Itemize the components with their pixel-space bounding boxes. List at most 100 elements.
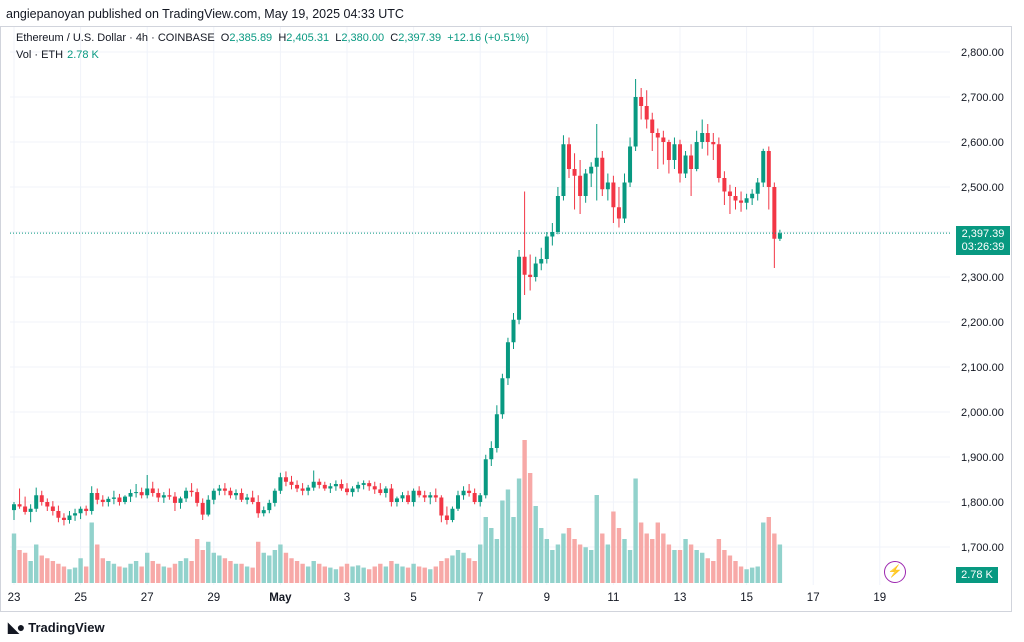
volume-bar xyxy=(727,555,733,583)
volume-bar xyxy=(45,558,50,583)
volume-bar xyxy=(150,561,155,583)
candle-body xyxy=(500,378,505,415)
volume-bar xyxy=(572,539,577,583)
candle-body xyxy=(755,182,760,194)
volume-bar xyxy=(433,566,438,583)
volume-bar xyxy=(111,563,117,583)
candle-body xyxy=(444,515,449,520)
candle-body xyxy=(689,155,694,169)
x-tick-label: 15 xyxy=(740,592,753,604)
volume-bar xyxy=(106,561,111,583)
candle-body xyxy=(711,142,716,145)
volume-bar xyxy=(145,552,150,583)
volume-bar xyxy=(516,478,522,583)
volume-bar xyxy=(666,544,672,583)
volume-bar xyxy=(422,567,427,583)
volume-bar xyxy=(100,558,105,583)
candle-body xyxy=(73,513,78,516)
volume-bar xyxy=(261,552,266,583)
ohlc-legend: Ethereum / U.S. Dollar · 4h · COINBASE O… xyxy=(16,32,529,44)
volume-bar xyxy=(650,539,655,583)
volume-bar xyxy=(633,478,638,583)
tv-logo-icon: ◣● xyxy=(8,619,25,635)
candle-body xyxy=(761,151,766,183)
candle-body xyxy=(184,490,189,499)
volume-bar xyxy=(688,544,694,583)
volume-bar xyxy=(705,558,710,583)
x-tick-label: 17 xyxy=(807,592,820,604)
candle-body xyxy=(356,484,361,489)
candle-body xyxy=(422,495,427,498)
candle-body xyxy=(178,498,183,503)
volume-bar xyxy=(527,473,533,583)
volume-bar xyxy=(611,511,616,583)
symbol-label[interactable]: Ethereum / U.S. Dollar · 4h · COINBASE xyxy=(16,32,215,44)
close-value: 2,397.39 xyxy=(398,32,442,44)
candle-body xyxy=(605,182,610,190)
candle-body xyxy=(234,493,238,496)
volume-bar xyxy=(683,539,688,583)
candle-body xyxy=(666,142,671,160)
candle-body xyxy=(123,496,127,502)
x-tick-label: 13 xyxy=(674,592,687,604)
candle-body xyxy=(339,484,344,489)
volume-bar xyxy=(67,569,72,583)
volume-bar xyxy=(439,561,444,583)
candle-body xyxy=(45,502,50,507)
volume-bar xyxy=(61,566,67,583)
volume-bar xyxy=(661,533,666,583)
volume-bar xyxy=(156,563,161,583)
candle-body xyxy=(272,490,277,503)
volume-bar xyxy=(389,561,394,583)
volume-bar xyxy=(239,563,244,583)
chart-frame xyxy=(0,26,1012,612)
candle-body xyxy=(406,495,411,502)
candle-body xyxy=(777,233,782,239)
volume-bar xyxy=(550,550,555,583)
volume-bar xyxy=(533,506,538,583)
volume-bar xyxy=(483,517,488,583)
candle-body xyxy=(211,490,216,500)
candle-body xyxy=(300,488,305,491)
candle-body xyxy=(189,490,194,493)
volume-label[interactable]: Vol · ETH xyxy=(16,49,64,61)
candle-body xyxy=(328,486,333,489)
candle-body xyxy=(533,263,538,277)
candle-body xyxy=(622,182,627,219)
candle-body xyxy=(311,481,316,488)
volume-bar xyxy=(355,565,361,583)
volume-bar xyxy=(577,544,583,583)
volume-bar xyxy=(561,533,566,583)
volume-bar xyxy=(222,558,228,583)
volume-bar xyxy=(228,561,233,583)
volume-bar xyxy=(95,544,100,583)
volume-bar xyxy=(444,558,450,583)
candle-body xyxy=(322,484,327,489)
candle-body xyxy=(561,144,566,196)
volume-bar xyxy=(178,561,183,583)
candle-body xyxy=(372,486,377,490)
volume-bar xyxy=(244,566,250,583)
volume-bar xyxy=(622,539,627,583)
candle-body xyxy=(278,477,283,491)
volume-bar xyxy=(766,517,771,583)
volume-bar xyxy=(655,522,660,583)
volume-bar xyxy=(677,550,683,583)
volume-bar xyxy=(555,544,561,583)
x-tick-label: 23 xyxy=(8,592,21,604)
volume-bar xyxy=(117,566,122,583)
volume-bar xyxy=(300,563,305,583)
candle-body xyxy=(306,487,311,491)
volume-bar xyxy=(738,566,744,583)
candle-body xyxy=(250,497,255,502)
volume-bar xyxy=(367,569,372,583)
volume-bar xyxy=(744,569,749,583)
candle-body xyxy=(350,488,355,493)
candle-body xyxy=(400,495,405,499)
volume-bar xyxy=(183,558,189,583)
candle-body xyxy=(367,483,372,487)
lightning-icon[interactable]: ⚡ xyxy=(884,561,906,583)
volume-bar xyxy=(361,567,366,583)
candle-body xyxy=(750,193,755,199)
